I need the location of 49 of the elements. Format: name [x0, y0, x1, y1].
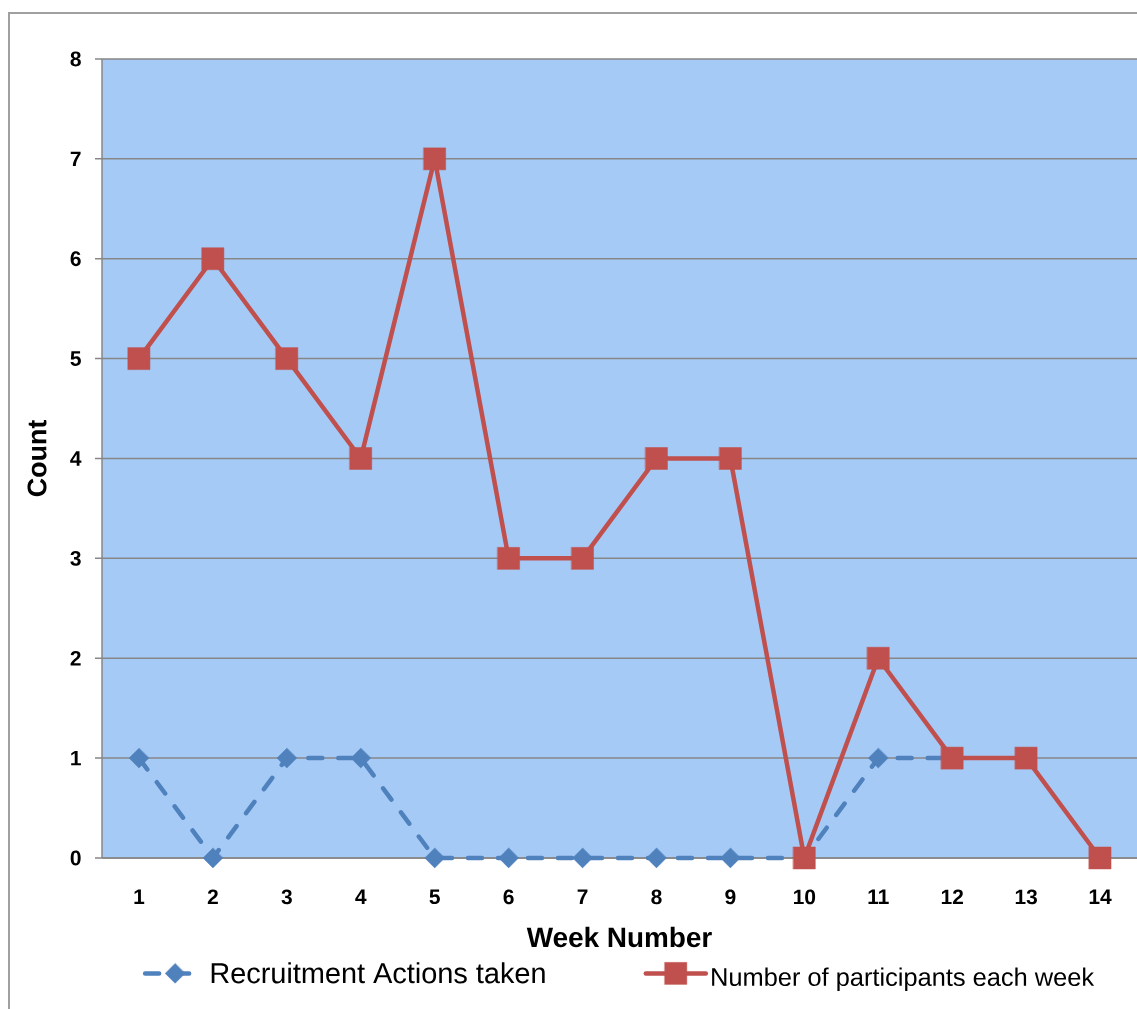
y-tick-label: 4 — [70, 451, 82, 466]
point — [424, 847, 445, 869]
point — [127, 347, 151, 370]
x-tick-label: 11 — [868, 889, 889, 904]
point — [1014, 746, 1038, 770]
x-tick-label: 14 — [1089, 889, 1112, 904]
point — [719, 447, 742, 470]
y-tick-label: 1 — [71, 750, 81, 766]
x-tick-label: 2 — [207, 889, 218, 905]
point — [571, 547, 594, 570]
x-tick-label: 1 — [134, 889, 145, 904]
x-tick-label: 13 — [1015, 889, 1037, 905]
y-tick-label: 3 — [70, 550, 81, 566]
y-tick-label: 6 — [70, 251, 81, 267]
y-tick-label: 5 — [70, 351, 81, 366]
x-tick-label: 6 — [503, 889, 514, 905]
point — [202, 847, 224, 869]
y-tick-label: 8 — [70, 51, 81, 67]
point — [349, 447, 373, 470]
point — [646, 847, 667, 869]
x-tick-label: 8 — [651, 889, 662, 905]
x-tick-label: 12 — [941, 889, 963, 905]
point — [275, 347, 299, 370]
point — [1088, 846, 1112, 870]
point — [423, 147, 446, 171]
point — [276, 747, 297, 769]
x-tick-label: 10 — [794, 889, 816, 905]
x-tick-label: 3 — [281, 889, 292, 905]
point — [572, 847, 593, 869]
x-tick-label: 4 — [355, 889, 367, 904]
x-tick-label: 9 — [725, 889, 736, 905]
point — [867, 646, 890, 670]
legend-label: Number of participants each week — [712, 967, 1095, 992]
point — [645, 447, 668, 470]
x-axis-title: Week Number — [526, 926, 712, 948]
point — [498, 847, 519, 869]
point — [128, 747, 150, 769]
point — [201, 247, 225, 270]
y-tick-label: 0 — [70, 850, 81, 866]
point — [350, 747, 371, 769]
y-tick-label: 2 — [70, 650, 81, 666]
legend-label: Recruitment Actions taken — [211, 962, 545, 984]
x-tick-label: 7 — [577, 889, 588, 904]
y-tick-label: 7 — [70, 151, 81, 167]
x-tick-label: 5 — [429, 889, 440, 905]
point — [720, 847, 741, 869]
y-axis-title: Count — [27, 419, 47, 497]
point — [868, 747, 889, 769]
point — [497, 547, 520, 570]
